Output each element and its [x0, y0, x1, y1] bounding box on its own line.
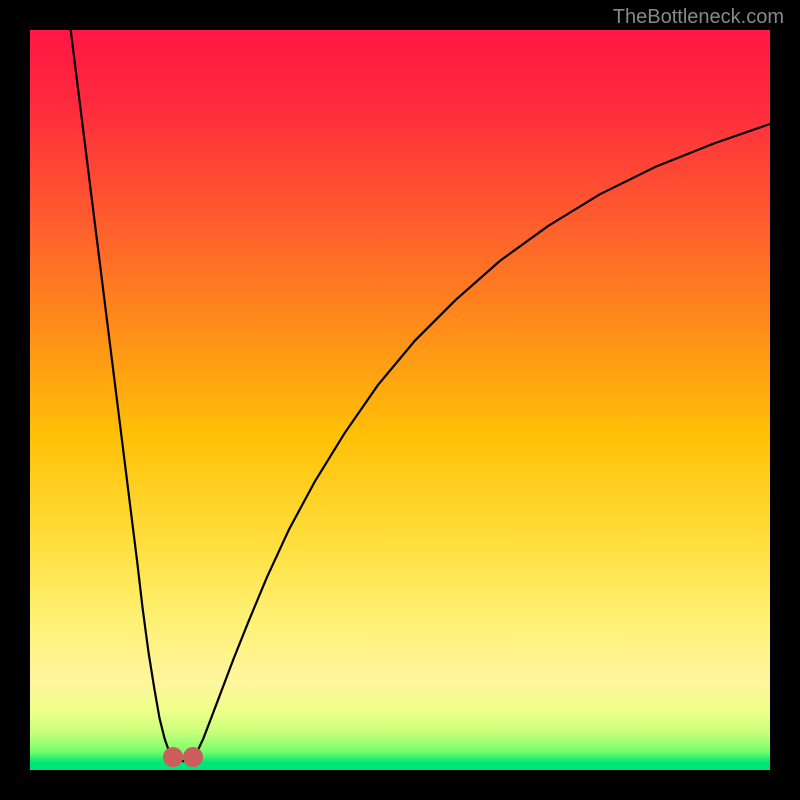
valley-marker-2 — [183, 747, 203, 767]
valley-marker-1 — [163, 747, 183, 767]
chart-container: TheBottleneck.com — [0, 0, 800, 800]
curve-layer — [30, 30, 770, 770]
left-branch-curve — [71, 30, 173, 757]
plot-area — [30, 30, 770, 770]
watermark-text: TheBottleneck.com — [613, 6, 784, 29]
right-branch-curve — [193, 124, 770, 757]
